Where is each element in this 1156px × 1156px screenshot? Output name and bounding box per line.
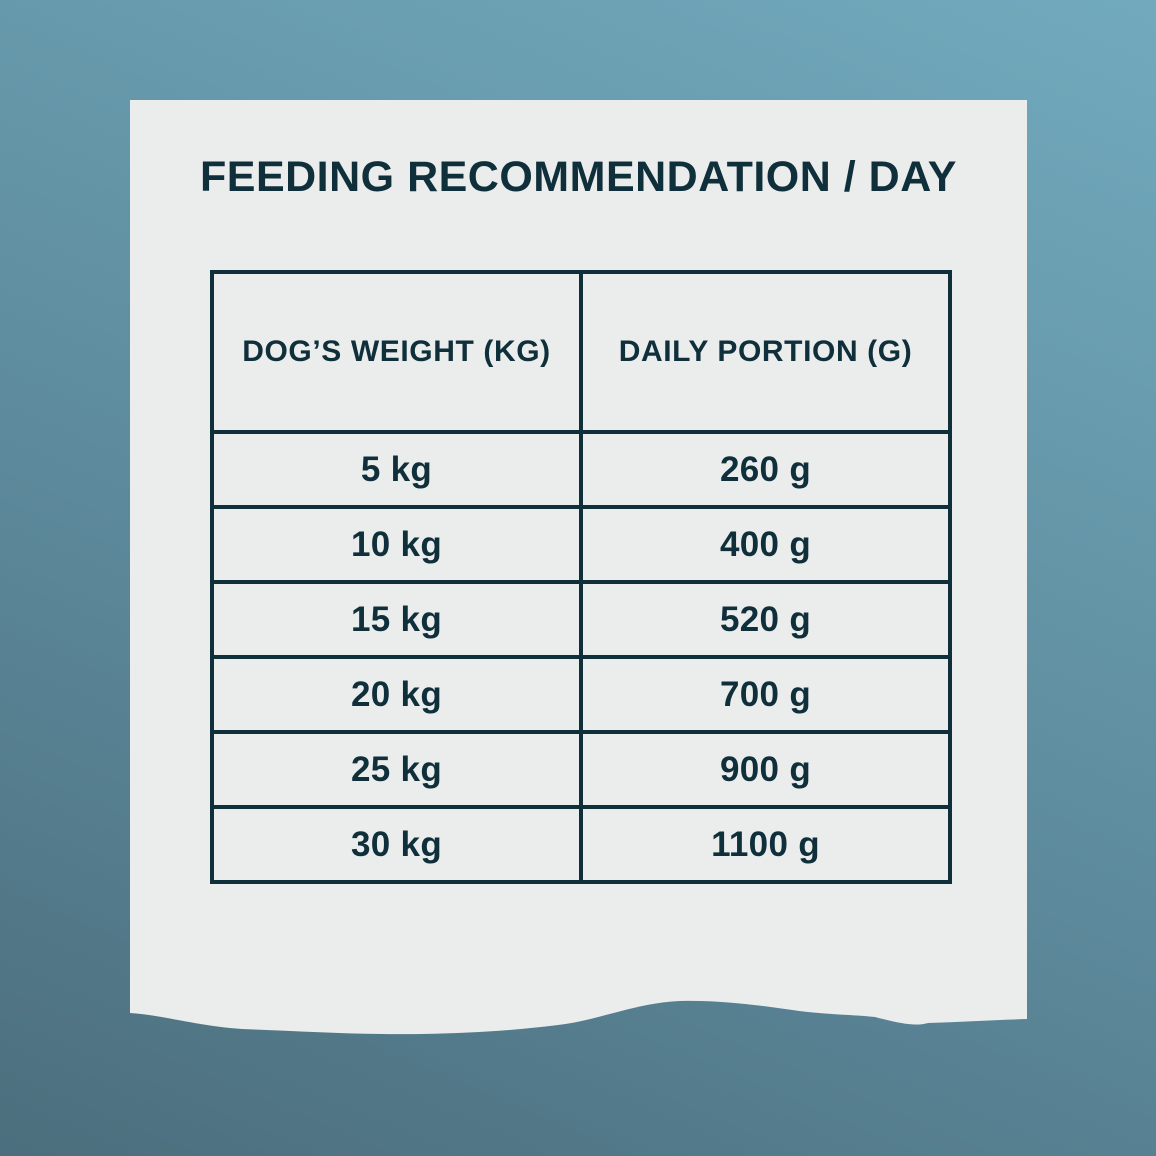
feeding-table: DOG’S WEIGHT (KG) DAILY PORTION (G) 5 kg… bbox=[210, 270, 952, 884]
portion-cell: 520 g bbox=[579, 580, 952, 659]
weight-cell: 30 kg bbox=[210, 805, 583, 884]
label-paper: FEEDING RECOMMENDATION / DAY DOG’S WEIGH… bbox=[130, 100, 1027, 1000]
weight-cell: 10 kg bbox=[210, 505, 583, 584]
weight-cell: 25 kg bbox=[210, 730, 583, 809]
paper-torn-bottom-edge bbox=[130, 999, 1027, 1035]
weight-cell: 5 kg bbox=[210, 430, 583, 509]
portion-cell: 260 g bbox=[579, 430, 952, 509]
portion-cell: 1100 g bbox=[579, 805, 952, 884]
table-row: 20 kg 700 g bbox=[210, 655, 952, 734]
table-row: 25 kg 900 g bbox=[210, 730, 952, 809]
table-row: 5 kg 260 g bbox=[210, 430, 952, 509]
portion-cell: 700 g bbox=[579, 655, 952, 734]
portion-cell: 900 g bbox=[579, 730, 952, 809]
page-title: FEEDING RECOMMENDATION / DAY bbox=[200, 153, 957, 201]
portion-cell: 400 g bbox=[579, 505, 952, 584]
weight-cell: 20 kg bbox=[210, 655, 583, 734]
table-row: 10 kg 400 g bbox=[210, 505, 952, 584]
weight-cell: 15 kg bbox=[210, 580, 583, 659]
table-header-row: DOG’S WEIGHT (KG) DAILY PORTION (G) bbox=[210, 270, 952, 434]
table-row: 15 kg 520 g bbox=[210, 580, 952, 659]
header-dogs-weight: DOG’S WEIGHT (KG) bbox=[210, 270, 583, 434]
header-daily-portion: DAILY PORTION (G) bbox=[579, 270, 952, 434]
table-row: 30 kg 1100 g bbox=[210, 805, 952, 884]
